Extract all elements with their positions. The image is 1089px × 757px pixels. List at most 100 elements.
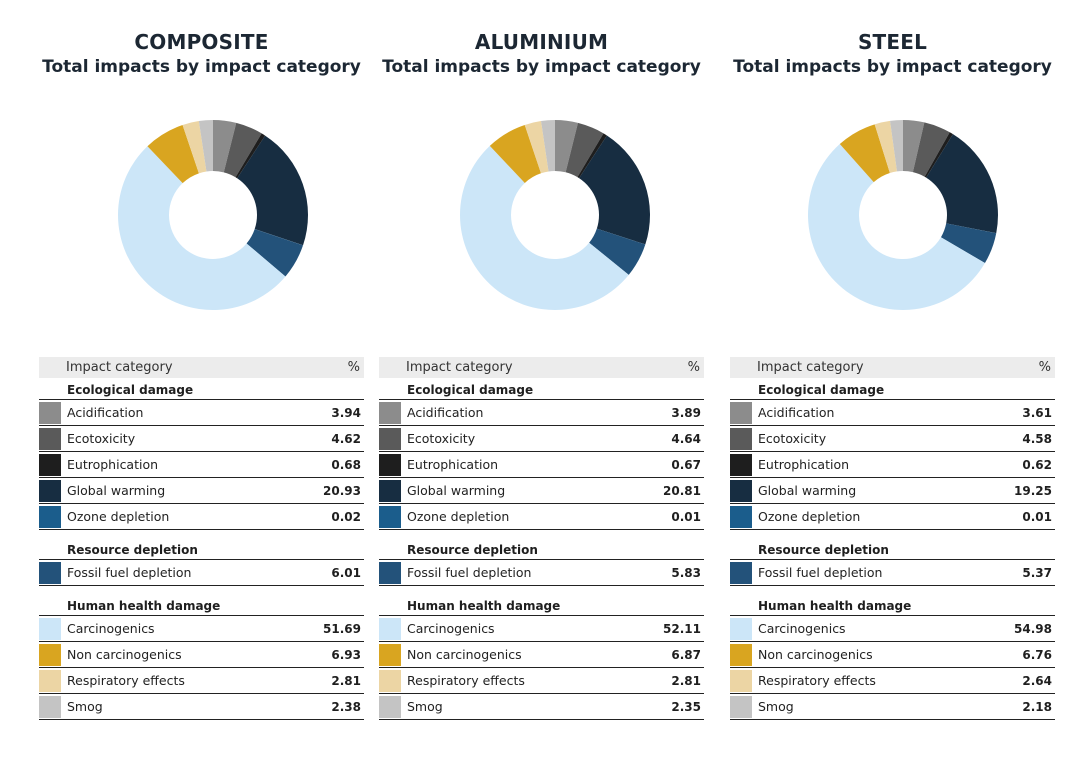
header-percent: %: [1038, 360, 1051, 375]
legend-swatch: [379, 401, 401, 424]
category-label: Carcinogenics: [758, 621, 846, 636]
legend-swatch: [39, 401, 61, 424]
category-label: Eutrophication: [67, 457, 159, 472]
slice-smog: [541, 120, 555, 172]
slice-eutrophication: [924, 132, 953, 178]
group-heading: Resource depletion: [379, 538, 704, 560]
slice-carcinogenics: [118, 146, 286, 310]
slice-non-carcinogenics: [489, 124, 541, 183]
group-heading: Human health damage: [730, 594, 1055, 616]
legend-swatch: [39, 669, 61, 692]
table-row: Eutrophication 0.62: [730, 452, 1055, 478]
category-value: 2.81: [331, 673, 361, 688]
category-value: 2.64: [1022, 673, 1052, 688]
table-row: Ecotoxicity 4.58: [730, 426, 1055, 452]
category-label: Non carcinogenics: [407, 647, 522, 662]
slice-respiratory-effects: [874, 120, 897, 174]
donut-chart: [455, 115, 655, 315]
category-value: 5.37: [1022, 565, 1052, 580]
category-value: 4.64: [671, 431, 701, 446]
category-label: Eutrophication: [758, 457, 850, 472]
category-label: Ozone depletion: [758, 509, 861, 524]
category-value: 6.01: [331, 565, 361, 580]
slice-acidification: [555, 120, 578, 173]
category-value: 54.98: [1014, 621, 1052, 636]
table-row: Global warming 19.25: [730, 478, 1055, 504]
slice-ozone-depletion: [946, 223, 997, 234]
group-gap: [39, 586, 364, 594]
table-row: Non carcinogenics 6.76: [730, 642, 1055, 668]
legend-swatch: [730, 695, 752, 718]
table-row: Carcinogenics 54.98: [730, 616, 1055, 642]
slice-respiratory-effects: [182, 121, 207, 174]
group-heading: Ecological damage: [39, 378, 364, 400]
slice-eutrophication: [577, 133, 607, 179]
slice-ecotoxicity: [565, 122, 604, 178]
category-value: 0.68: [331, 457, 361, 472]
donut-svg: [118, 120, 308, 310]
category-label: Fossil fuel depletion: [67, 565, 192, 580]
category-label: Global warming: [407, 483, 506, 498]
legend-swatch: [730, 669, 752, 692]
impact-table: Impact category% Ecological damage Acidifi…: [39, 357, 364, 720]
category-value: 0.01: [1022, 509, 1052, 524]
category-label: Carcinogenics: [407, 621, 495, 636]
slice-global-warming: [579, 135, 650, 245]
legend-swatch: [730, 643, 752, 666]
legend-swatch: [730, 453, 752, 476]
chart-title: ALUMINIUM: [474, 30, 609, 54]
table-row: Fossil fuel depletion 5.37: [730, 560, 1055, 586]
category-value: 0.02: [331, 509, 361, 524]
table-row: Ozone depletion 0.01: [379, 504, 704, 530]
legend-swatch: [39, 479, 61, 502]
group-heading: Ecological damage: [379, 378, 704, 400]
group-heading: Resource depletion: [39, 538, 364, 560]
category-label: Acidification: [67, 405, 144, 420]
table-row: Eutrophication 0.68: [39, 452, 364, 478]
category-label: Smog: [407, 699, 443, 714]
legend-swatch: [39, 427, 61, 450]
category-value: 52.11: [663, 621, 701, 636]
legend-swatch: [39, 643, 61, 666]
category-value: 3.61: [1022, 405, 1052, 420]
legend-swatch: [379, 427, 401, 450]
donut-svg: [808, 120, 998, 310]
category-value: 2.38: [331, 699, 361, 714]
slice-ozone-depletion: [596, 228, 646, 245]
table-header: Impact category%: [39, 357, 364, 378]
group-gap: [379, 530, 704, 538]
slice-acidification: [213, 120, 237, 173]
table-row: Acidification 3.89: [379, 400, 704, 426]
category-label: Non carcinogenics: [67, 647, 182, 662]
category-value: 2.18: [1022, 699, 1052, 714]
donut-chart: [113, 115, 313, 315]
category-label: Respiratory effects: [407, 673, 525, 688]
donut-svg: [460, 120, 650, 310]
header-percent: %: [687, 360, 700, 375]
group-gap: [39, 530, 364, 538]
slice-ecotoxicity: [223, 122, 262, 178]
table-row: Respiratory effects 2.81: [39, 668, 364, 694]
legend-swatch: [379, 643, 401, 666]
category-label: Smog: [67, 699, 103, 714]
legend-swatch: [730, 561, 752, 584]
legend-swatch: [379, 617, 401, 640]
table-row: Global warming 20.81: [379, 478, 704, 504]
category-label: Fossil fuel depletion: [758, 565, 883, 580]
table-header: Impact category%: [379, 357, 704, 378]
category-value: 6.93: [331, 647, 361, 662]
chart-subtitle: Total impacts by impact category: [733, 57, 1052, 77]
category-label: Non carcinogenics: [758, 647, 873, 662]
table-row: Carcinogenics 51.69: [39, 616, 364, 642]
category-label: Ecotoxicity: [407, 431, 476, 446]
category-value: 4.62: [331, 431, 361, 446]
legend-swatch: [39, 695, 61, 718]
impact-table: Impact category% Ecological damage Acidifi…: [379, 357, 704, 720]
legend-swatch: [379, 561, 401, 584]
category-label: Respiratory effects: [67, 673, 185, 688]
slice-smog: [198, 120, 213, 172]
legend-swatch: [379, 695, 401, 718]
legend-swatch: [730, 505, 752, 528]
category-label: Global warming: [67, 483, 166, 498]
table-row: Acidification 3.94: [39, 400, 364, 426]
